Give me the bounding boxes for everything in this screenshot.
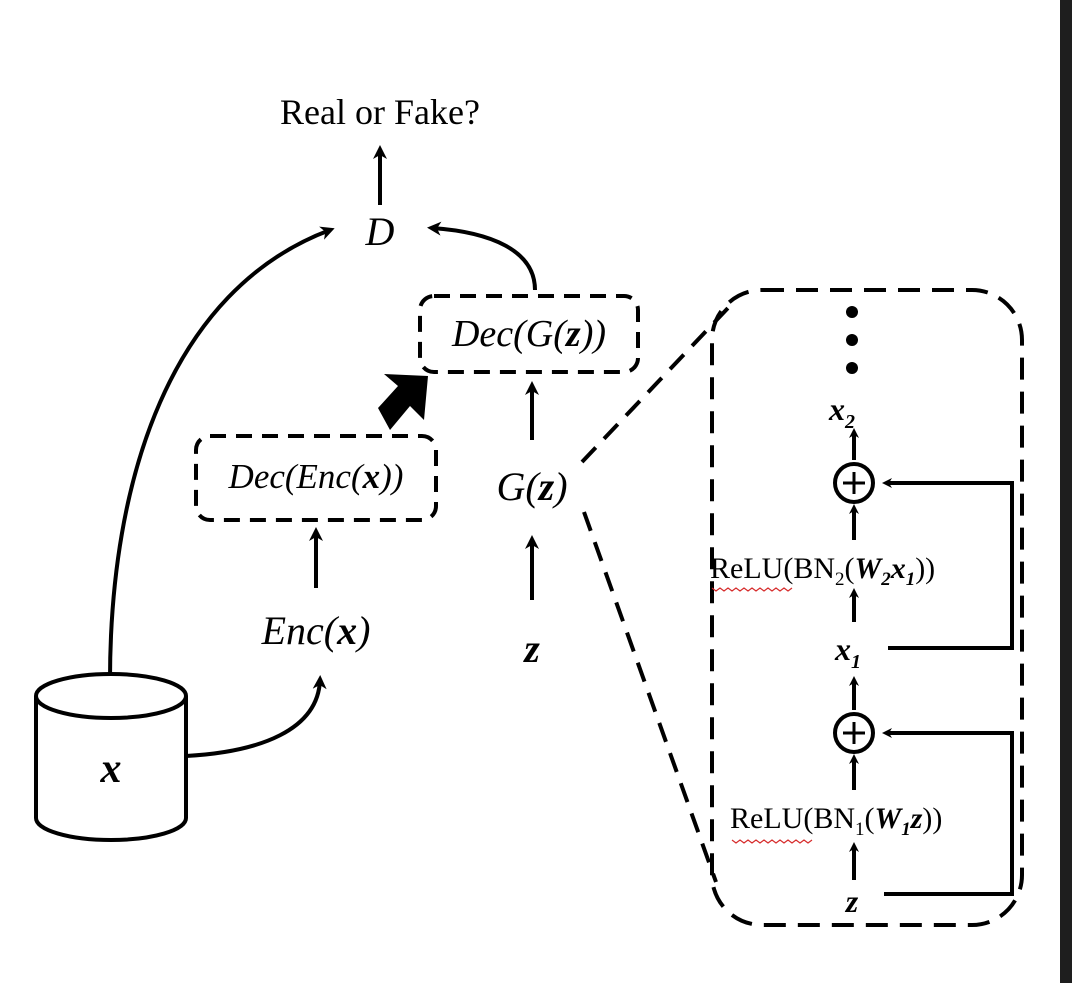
ellipsis-dots-icon <box>846 306 858 374</box>
output-label: Real or Fake? <box>280 92 480 132</box>
generator-detail-box <box>710 288 1024 927</box>
block-z-label: z <box>845 883 859 919</box>
recon-real-label: Dec(Enc(x)) <box>228 457 404 496</box>
arrow-recon-fake-to-d <box>427 221 537 291</box>
sum2-icon <box>833 462 875 504</box>
zoom-line-top <box>580 306 730 464</box>
arrow-data-to-encoder <box>185 675 327 758</box>
sum1-icon <box>833 712 875 754</box>
noise-label: z <box>522 626 540 671</box>
arrow-data-to-d <box>108 226 335 681</box>
skip-connection-2 <box>882 478 1014 650</box>
data-label: x <box>100 746 122 792</box>
data-cylinder-icon <box>34 672 188 842</box>
generator-label: G(z) <box>496 464 567 509</box>
layer1-label: ReLU(BN1(W1z)) <box>730 802 942 840</box>
encoder-label: Enc(x) <box>261 608 371 653</box>
spellcheck-underline-2 <box>711 587 793 592</box>
discriminator-label: D <box>365 209 395 254</box>
recon-real-box <box>194 434 438 522</box>
x1-label: x1 <box>834 631 861 673</box>
zoom-line-bottom <box>582 511 718 883</box>
layer2-label: ReLU(BN2(W2x1)) <box>710 552 935 590</box>
window-edge-bar <box>1060 0 1072 983</box>
recon-fake-label: Dec(G(z)) <box>451 313 606 355</box>
spellcheck-underline-1 <box>731 839 813 844</box>
skip-connection-1 <box>882 728 1014 896</box>
thick-arrow-recon-link <box>378 374 428 430</box>
recon-fake-box <box>418 294 640 374</box>
x2-label: x2 <box>828 391 855 433</box>
